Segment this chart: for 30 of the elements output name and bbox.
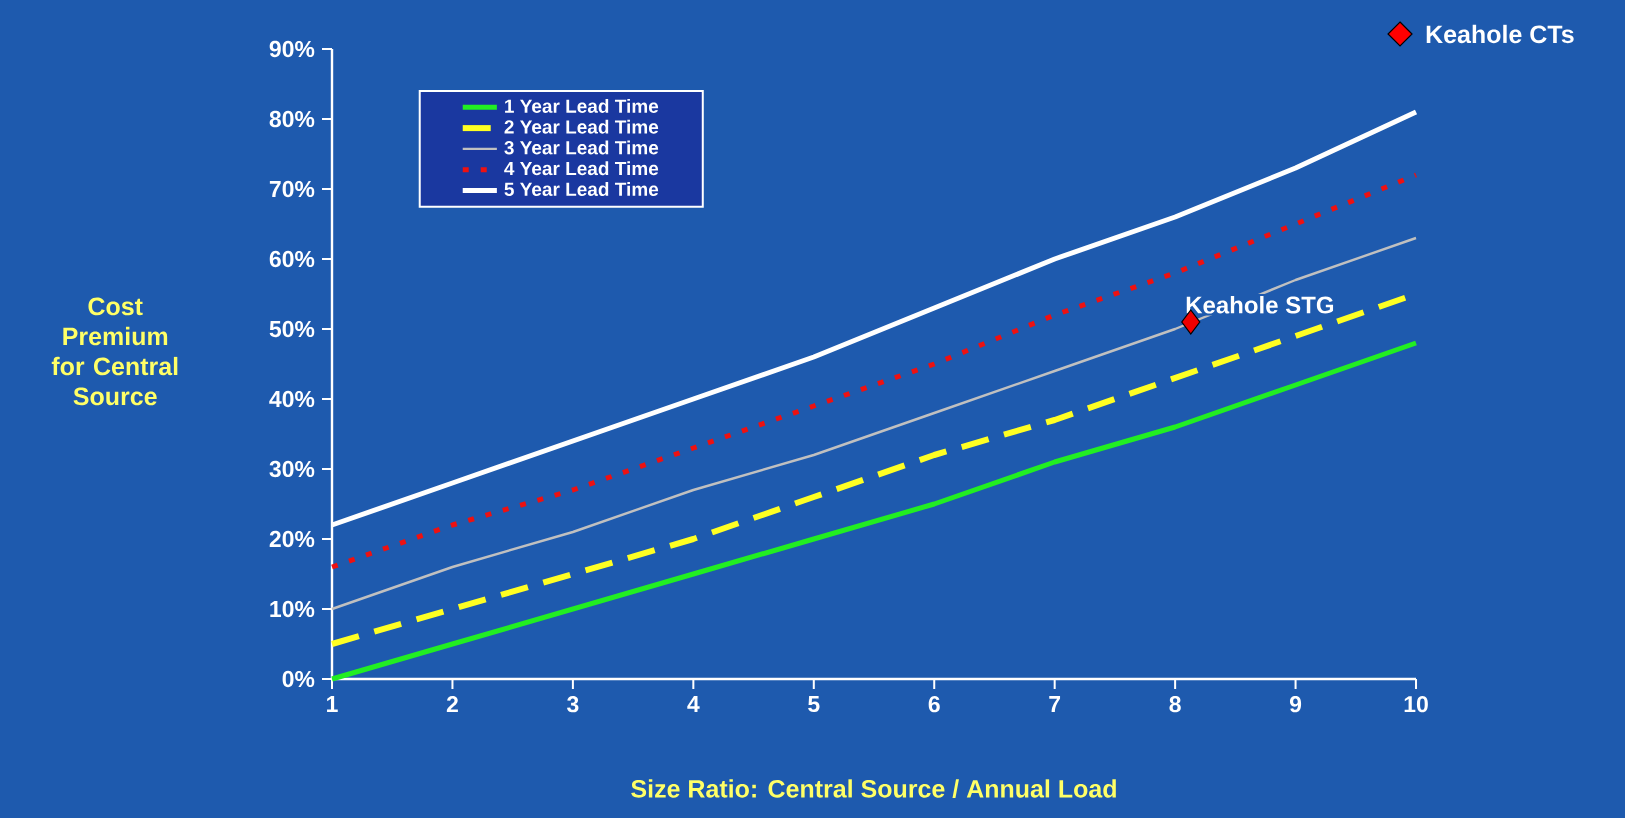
text: Keahole CTs [1426, 24, 1574, 44]
y-axis-title: Cost Premium for Central Source [51, 297, 178, 406]
x-tick-label: 7 [1049, 696, 1061, 712]
legend-label: 1 Year Lead Time [505, 98, 659, 113]
legend-label: 5 Year Lead Time [504, 182, 659, 196]
x-tick-label: 4 [687, 696, 700, 712]
y-tick-label: 0% [282, 670, 315, 688]
y-tick-label: 80% [269, 110, 315, 128]
x-tick-label: 8 [1169, 696, 1181, 713]
y-tick-label: 60% [269, 250, 315, 268]
y-tick-label: 10% [270, 600, 315, 618]
x-tick-label: 1 [327, 696, 338, 712]
legend-label: 2 Year Lead Time [504, 119, 659, 134]
x-axis-title: Size Ratio: Central Source / Annual Load [631, 779, 1116, 798]
x-tick-label: 5 [808, 696, 820, 713]
x-tick-label: 6 [928, 696, 940, 713]
y-tick-label: 70% [269, 180, 315, 198]
legend-label: 3 Year Lead Time [504, 140, 659, 155]
legend-label: 4 Year Lead Time [504, 161, 659, 176]
y-tick-label: 30% [269, 460, 315, 478]
x-tick-label: 9 [1289, 696, 1302, 713]
y-tick-label: 20% [269, 530, 315, 548]
y-tick-label: 40% [269, 390, 315, 408]
x-tick-label: 10 [1404, 696, 1428, 713]
y-tick-label: 50% [269, 320, 315, 338]
series-label: Keahole STG [1186, 295, 1334, 314]
x-tick-label: 3 [567, 696, 579, 713]
line-series [330, 236, 1418, 611]
x-tick-label: 2 [446, 696, 458, 713]
y-tick-label: 90% [269, 40, 315, 58]
